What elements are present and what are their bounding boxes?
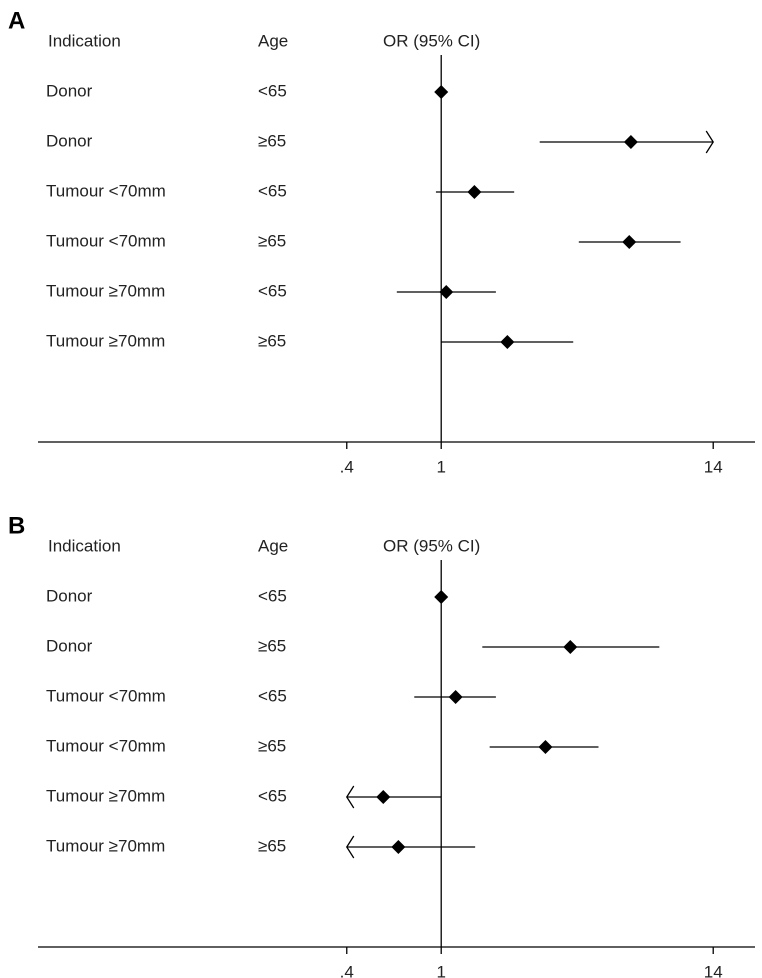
age-label: ≥65 (258, 836, 286, 855)
age-label: <65 (258, 181, 287, 200)
age-label: ≥65 (258, 131, 286, 150)
column-header: Age (258, 536, 288, 555)
odds-ratio-point (623, 135, 638, 149)
panel-label: A (8, 7, 25, 34)
indication-label: Tumour ≥70mm (46, 786, 165, 805)
odds-ratio-point (434, 85, 449, 99)
column-header: Age (258, 31, 288, 50)
age-label: ≥65 (258, 231, 286, 250)
indication-label: Donor (46, 636, 93, 655)
x-tick-label: 14 (704, 962, 723, 978)
indication-label: Donor (46, 81, 93, 100)
arrow (705, 130, 714, 154)
indication-label: Tumour <70mm (46, 686, 166, 705)
indication-label: Tumour ≥70mm (46, 331, 165, 350)
column-header: OR (95% CI) (383, 536, 480, 555)
odds-ratio-point (500, 335, 515, 349)
odds-ratio-point (538, 740, 553, 754)
odds-ratio-point (448, 690, 463, 704)
odds-ratio-point (563, 640, 578, 654)
indication-label: Tumour ≥70mm (46, 281, 165, 300)
column-header: Indication (48, 31, 121, 50)
indication-label: Tumour <70mm (46, 231, 166, 250)
x-tick-label: 14 (704, 457, 723, 476)
age-label: <65 (258, 786, 287, 805)
indication-label: Tumour <70mm (46, 736, 166, 755)
arrow (345, 835, 355, 859)
age-label: ≥65 (258, 736, 286, 755)
age-label: <65 (258, 686, 287, 705)
age-label: <65 (258, 81, 287, 100)
indication-label: Tumour <70mm (46, 181, 166, 200)
age-label: ≥65 (258, 331, 286, 350)
odds-ratio-point (391, 840, 406, 854)
odds-ratio-point (622, 235, 637, 249)
indication-label: Donor (46, 131, 93, 150)
column-header: OR (95% CI) (383, 31, 480, 50)
arrow (345, 785, 355, 809)
x-tick-label: .4 (340, 962, 354, 978)
odds-ratio-point (434, 590, 449, 604)
column-header: Indication (48, 536, 121, 555)
x-tick-label: 1 (436, 457, 445, 476)
odds-ratio-point (439, 285, 454, 299)
odds-ratio-point (467, 185, 482, 199)
age-label: <65 (258, 281, 287, 300)
panel-label: B (8, 512, 25, 539)
age-label: <65 (258, 586, 287, 605)
odds-ratio-point (376, 790, 391, 804)
age-label: ≥65 (258, 636, 286, 655)
indication-label: Donor (46, 586, 93, 605)
x-tick-label: .4 (340, 457, 354, 476)
indication-label: Tumour ≥70mm (46, 836, 165, 855)
x-tick-label: 1 (436, 962, 445, 978)
